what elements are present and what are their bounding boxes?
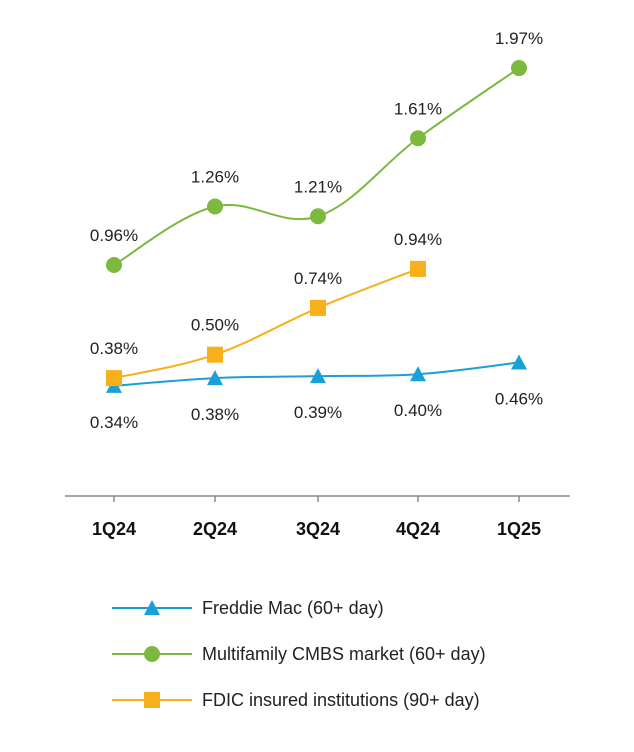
data-label: 1.21% [294,177,342,196]
data-label: 1.26% [191,168,239,187]
legend-label: Freddie Mac (60+ day) [202,597,384,618]
data-label: 0.39% [294,403,342,422]
square-marker [310,299,326,316]
data-label: 0.74% [294,269,342,288]
triangle-marker [207,370,223,386]
x-tick-label: 3Q24 [296,519,340,539]
data-label: 0.50% [191,316,239,335]
data-label: 0.38% [90,339,138,358]
legend: Freddie Mac (60+ day) Multifamily CMBS m… [112,585,486,723]
triangle-marker [511,354,527,370]
square-marker [207,346,223,363]
line-chart: 1Q24 2Q24 3Q24 4Q24 1Q25 0.34% 0.38% 0.39% 0.40… [65,29,570,539]
legend-swatch-circle [112,646,192,662]
series-line [113,67,520,266]
data-label: 1.97% [495,29,543,48]
data-label: 1.61% [394,99,442,118]
x-tick-label: 1Q25 [497,519,541,539]
legend-swatch-square [112,692,192,708]
circle-marker [106,257,122,273]
series-markers [106,60,527,393]
series-line [113,267,419,380]
x-tick-label: 1Q24 [92,519,136,539]
x-tick-label: 4Q24 [396,519,440,539]
circle-marker [207,198,223,215]
triangle-marker [410,366,426,382]
square-marker [410,260,426,277]
legend-item-fdic: FDIC insured institutions (90+ day) [112,677,486,723]
data-label: 0.40% [394,401,442,420]
circle-marker [410,130,426,147]
series-lines [113,67,520,387]
legend-swatch-triangle [112,600,192,615]
legend-item-cmbs: Multifamily CMBS market (60+ day) [112,631,486,677]
data-label: 0.94% [394,230,442,249]
x-axis: 1Q24 2Q24 3Q24 4Q24 1Q25 [65,495,570,539]
x-tick-label: 2Q24 [193,519,237,539]
data-label: 0.96% [90,226,138,245]
triangle-marker [310,368,326,384]
data-label: 0.46% [495,390,543,409]
data-label: 0.34% [90,413,138,432]
legend-label: Multifamily CMBS market (60+ day) [202,643,486,664]
circle-marker [310,208,326,225]
legend-item-freddie-mac: Freddie Mac (60+ day) [112,585,486,631]
data-labels: 0.34% 0.38% 0.39% 0.40% 0.46% 0.96% 1.26% 1.21%… [90,29,543,432]
circle-marker [511,60,527,77]
data-label: 0.38% [191,405,239,424]
legend-label: FDIC insured institutions (90+ day) [202,689,480,710]
square-marker [106,370,122,387]
